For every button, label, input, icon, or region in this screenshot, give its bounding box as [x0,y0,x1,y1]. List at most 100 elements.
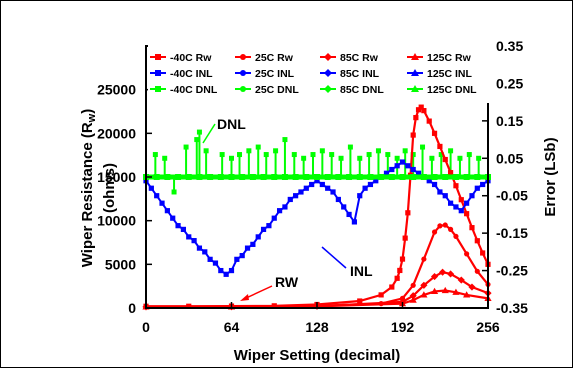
point-85c-rw [438,268,447,276]
dnl-spike-point [319,148,325,154]
point-40c-inl [389,166,395,173]
y-right-tick-label: 0.35 [496,38,523,54]
legend-item: -40C INL [150,68,213,80]
point-40c-inl [415,170,422,176]
dnl-spike-point [466,152,472,158]
point-40c-inl [351,219,358,225]
legend-label: 125C Rw [427,52,472,64]
legend-label: -40C INL [170,68,213,80]
y-right-tick-label: -0.15 [496,225,528,241]
y-left-label-line1: Wiper Resistance (R [79,122,96,267]
dnl-spike-point [429,155,435,161]
point-25c-rw [421,256,427,262]
dnl-spike-point [476,155,482,161]
point-40c-dnl [196,174,203,180]
point-40c-inl [260,226,267,232]
point-40c-dnl [367,174,374,180]
point-40c-rw [410,132,416,138]
legend-item: 25C INL [235,68,295,80]
legend-swatch-marker [324,69,332,77]
point-40c-inl [426,178,432,184]
y-right-tick-label: 0.05 [496,150,523,166]
point-40c-inl [383,170,390,176]
point-125c-rw [409,296,417,303]
y-left-tick-label: 20000 [97,125,136,141]
legend-label: -40C Rw [170,52,212,64]
legend-label: 85C DNL [340,84,384,96]
point-25c-rw [474,268,480,274]
annotation-dnl-arrow [202,123,216,144]
point-40c-dnl [378,174,385,180]
annotations: DNL INL RW [202,116,373,301]
y-left-tick-label: 15000 [97,169,136,185]
point-40c-dnl [164,174,171,180]
legend-item: 125C Rw [407,52,472,64]
dnl-spike-point [246,148,252,154]
point-40c-inl [250,241,256,247]
point-40c-dnl [207,174,214,180]
point-40c-inl [362,185,368,191]
series-line-25c-rw [145,223,489,308]
point-40c-dnl [399,174,406,180]
point-40c-inl [303,185,309,191]
point-40c-dnl [217,174,224,180]
annotation-inl: INL [350,263,373,279]
legend-item: 125C INL [407,68,473,80]
legend-label: 25C DNL [255,84,299,96]
x-tick-label: 64 [224,319,240,335]
point-25c-rw [437,223,443,229]
point-40c-inl [458,208,464,214]
legend-swatch-marker [411,85,419,92]
point-85c-rw [420,281,428,289]
point-40c-inl [287,196,293,203]
point-40c-inl [319,181,325,188]
point-25c-rw [431,229,438,235]
point-40c-inl [394,163,400,169]
point-40c-rw [394,275,400,281]
point-40c-dnl [292,174,299,180]
point-40c-inl [325,185,331,191]
point-40c-inl [223,271,229,277]
point-40c-inl [453,204,459,210]
point-40c-inl [239,253,245,259]
point-40c-dnl [281,174,288,180]
dnl-spike-point [183,144,189,150]
point-40c-dnl [260,174,267,180]
point-40c-rw [458,197,464,203]
point-85c-rw [446,270,455,278]
point-40c-dnl [388,174,395,180]
point-125c-rw [463,291,471,298]
point-40c-rw [397,267,403,274]
svg-text:Wiper Resistance (Rw): Wiper Resistance (Rw) [79,109,98,267]
point-40c-dnl [153,174,160,180]
point-40c-rw [426,118,432,124]
point-40c-inl [410,166,416,173]
point-40c-inl [207,256,213,262]
legend-swatch-marker [155,54,161,60]
point-40c-inl [244,245,251,251]
point-40c-inl [196,245,203,251]
point-40c-inl [255,234,261,240]
legend-label: 125C INL [427,68,473,80]
legend-swatch-marker [324,53,332,61]
dnl-spike-point [329,152,335,158]
dnl-spike-point [366,152,372,158]
legend-item: 25C Rw [235,52,294,64]
point-40c-rw [413,115,419,121]
dnl-spike-point [347,144,353,150]
dnl-spike-point [263,152,269,158]
point-40c-inl [170,215,176,221]
dnl-spike-point [420,144,426,150]
point-40c-inl [175,223,181,229]
y-left-tick-label: 5000 [105,256,136,272]
dnl-spike-point [357,155,363,161]
point-40c-inl [154,193,160,199]
point-40c-dnl [463,174,470,180]
point-40c-dnl [442,174,449,180]
dnl-spike-point [375,148,381,154]
y-right-tick-label: 0.25 [496,75,523,91]
point-40c-inl [148,185,154,191]
legend-swatch-marker [240,54,246,60]
point-40c-inl [164,208,170,214]
